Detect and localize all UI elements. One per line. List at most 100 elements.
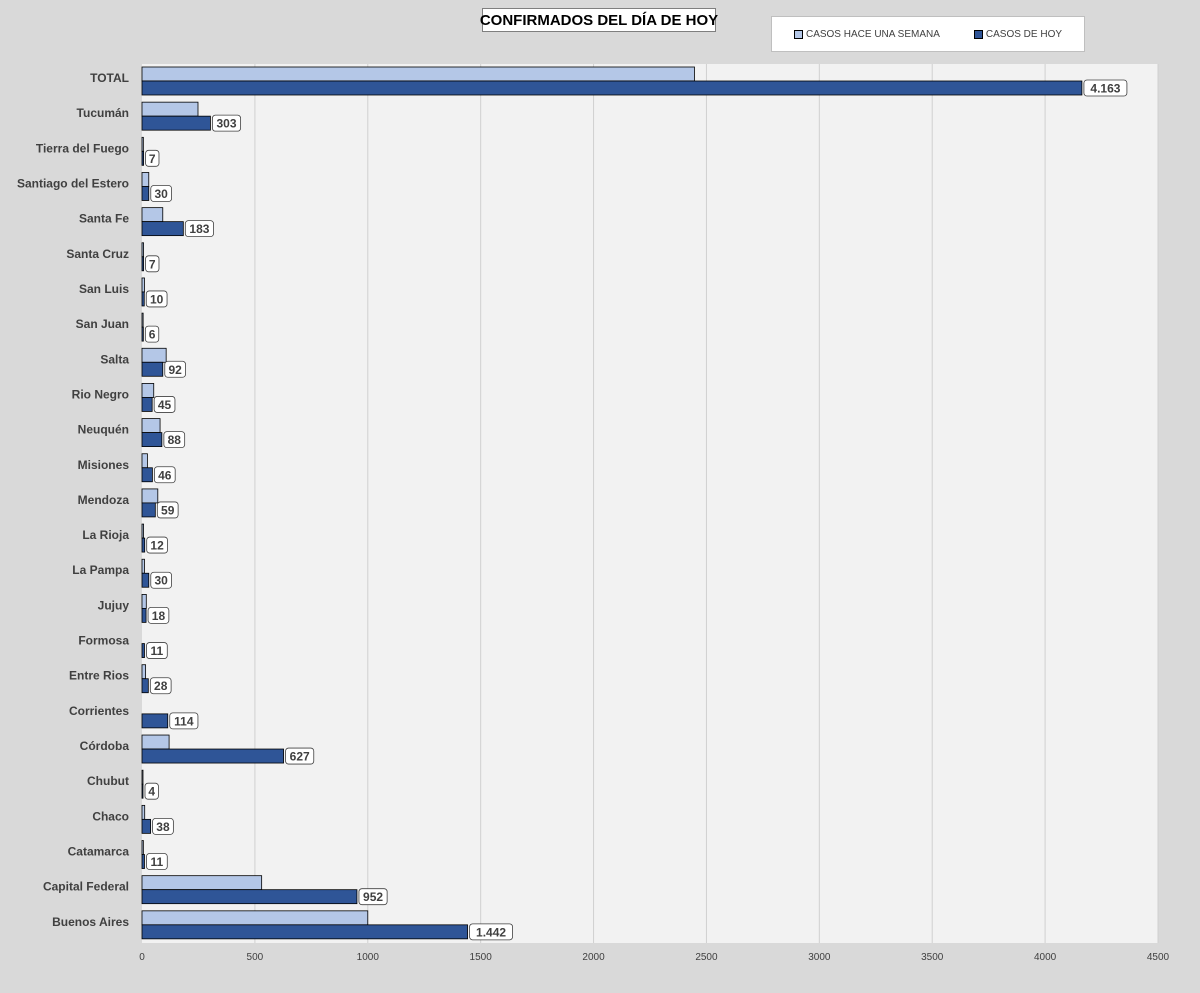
category-label: Buenos Aires — [52, 915, 129, 929]
data-label-box — [145, 290, 168, 308]
legend-label-week-ago: CASOS HACE UNA SEMANA — [805, 28, 940, 40]
data-label-box — [150, 571, 172, 589]
bar-week-ago — [141, 488, 159, 504]
legend-swatch-week-ago — [793, 29, 803, 39]
category-label: Salta — [100, 352, 129, 366]
bar-week-ago — [141, 207, 164, 223]
bar-week-ago — [141, 453, 148, 469]
bar-today — [141, 748, 284, 764]
bar-week-ago — [141, 910, 369, 926]
bar-week-ago — [141, 347, 167, 363]
data-label-box — [163, 431, 186, 449]
bar-today — [141, 713, 169, 729]
bar-today — [141, 608, 147, 623]
data-label-box — [164, 360, 186, 378]
data-label-box — [146, 642, 168, 659]
category-label: Santa Fe — [79, 212, 129, 226]
legend-item-today: CASOS DE HOY — [973, 29, 1062, 40]
bar-week-ago — [141, 594, 147, 609]
data-label-box — [144, 325, 160, 343]
bar-week-ago — [141, 136, 144, 152]
data-label: 92 — [168, 363, 182, 377]
category-label: Chaco — [92, 809, 129, 823]
data-label: 88 — [168, 433, 182, 447]
data-label: 30 — [154, 187, 168, 201]
data-label: 4.163 — [1090, 82, 1120, 96]
data-label-box — [144, 782, 159, 800]
x-tick-label: 500 — [247, 952, 264, 963]
category-label: San Juan — [76, 317, 129, 331]
category-label: Tucumán — [77, 106, 129, 120]
data-label: 114 — [174, 714, 194, 728]
data-label-box — [149, 677, 172, 695]
category-label: Misiones — [78, 458, 130, 472]
bar-week-ago — [141, 277, 145, 293]
data-label-box — [147, 607, 170, 624]
legend-swatch-today — [973, 29, 983, 39]
data-label: 6 — [149, 328, 156, 342]
bar-week-ago — [141, 558, 145, 574]
x-tick-label: 1000 — [357, 952, 380, 963]
bar-today — [141, 502, 156, 518]
data-label-box — [285, 747, 315, 765]
bar-week-ago — [141, 840, 144, 855]
data-label-box — [145, 149, 160, 167]
bar-today — [141, 537, 146, 553]
category-label: TOTAL — [90, 71, 129, 85]
x-tick-label: 3000 — [808, 952, 831, 963]
x-tick-label: 4000 — [1034, 952, 1057, 963]
data-label: 183 — [189, 222, 209, 236]
data-label-box — [152, 817, 174, 835]
bar-today — [141, 397, 153, 412]
bar-week-ago — [141, 664, 147, 680]
bar-week-ago — [141, 523, 144, 539]
category-label: Entre Rios — [69, 669, 129, 683]
bar-today — [141, 361, 164, 377]
data-label: 952 — [363, 890, 383, 904]
data-label: 46 — [158, 468, 172, 482]
data-label: 30 — [154, 574, 168, 588]
bar-week-ago — [141, 383, 155, 398]
data-label: 59 — [161, 503, 175, 517]
data-label-box — [184, 220, 214, 238]
x-tick-label: 4500 — [1147, 952, 1170, 963]
data-label: 7 — [149, 257, 156, 271]
bar-week-ago — [141, 312, 144, 328]
bar-today — [141, 186, 150, 201]
bar-today — [141, 80, 1083, 96]
data-label: 18 — [152, 609, 166, 623]
data-label: 303 — [216, 117, 236, 131]
data-label-box — [169, 712, 199, 730]
bar-week-ago — [141, 804, 146, 820]
bar-today — [141, 818, 151, 834]
x-tick-label: 3500 — [921, 952, 944, 963]
x-tick-label: 1500 — [470, 952, 493, 963]
bar-today — [141, 291, 145, 307]
data-label-box — [153, 396, 176, 413]
bar-today — [141, 783, 144, 799]
bar-week-ago — [141, 875, 263, 891]
bar-week-ago — [141, 172, 150, 187]
category-label: Catamarca — [68, 845, 130, 859]
data-label: 11 — [151, 644, 164, 658]
data-label: 627 — [290, 750, 310, 764]
legend: CASOS HACE UNA SEMANA CASOS DE HOY — [771, 16, 1085, 52]
data-label: 10 — [150, 292, 164, 306]
data-label-box — [150, 185, 172, 202]
category-label: La Rioja — [82, 528, 129, 542]
category-label: Capital Federal — [43, 880, 129, 894]
data-label: 4 — [148, 785, 155, 799]
bar-today — [141, 854, 145, 869]
category-label: Córdoba — [80, 739, 130, 753]
legend-item-week-ago: CASOS HACE UNA SEMANA — [793, 28, 940, 40]
category-label: San Luis — [79, 282, 129, 296]
chart-title: CONFIRMADOS DEL DÍA DE HOY — [480, 8, 718, 32]
category-label: Rio Negro — [72, 387, 129, 401]
category-label: Tierra del Fuego — [36, 141, 129, 155]
category-label: La Pampa — [72, 563, 129, 577]
data-label: 1.442 — [476, 925, 506, 939]
data-label-box — [146, 853, 168, 870]
data-label-box — [153, 466, 176, 484]
